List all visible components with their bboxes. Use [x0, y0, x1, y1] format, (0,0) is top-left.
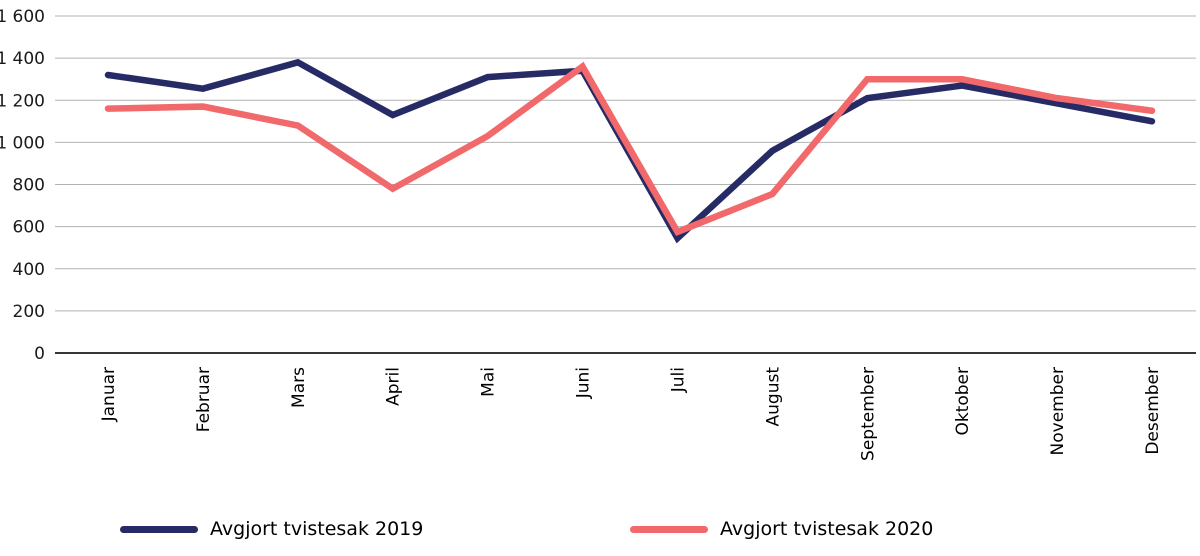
x-tick-label: Oktober [953, 367, 973, 436]
y-tick-label: 1 400 [0, 49, 45, 69]
series-line-2020 [104, 61, 1156, 236]
x-tick-label: September [858, 367, 878, 461]
y-tick-label: 200 [13, 302, 45, 322]
y-tick-label: 1 600 [0, 7, 45, 27]
y-tick-label: 1 200 [0, 91, 45, 111]
x-tick-label: April [384, 367, 404, 406]
y-tick-label: 400 [13, 260, 45, 280]
line-chart: 0 200 400 600 800 1 000 1 200 1 400 1 600 Januar F… [0, 7, 1196, 461]
legend-swatch-2019 [120, 525, 198, 533]
x-tick-label: Juli [668, 367, 688, 393]
x-tick-label: Desember [1143, 367, 1163, 455]
legend-label-2020: Avgjort tvistesak 2020 [720, 518, 934, 540]
legend-item-2020: Avgjort tvistesak 2020 [630, 512, 933, 546]
x-tick-label: Januar [99, 367, 119, 422]
x-tick-label: Februar [194, 367, 214, 432]
legend-label-2019: Avgjort tvistesak 2019 [210, 518, 424, 540]
x-tick-label: November [1048, 367, 1068, 455]
y-tick-label: 800 [13, 176, 45, 196]
y-tick-label: 600 [13, 218, 45, 238]
y-tick-label: 0 [34, 344, 45, 364]
legend-swatch-2020 [630, 525, 708, 533]
x-tick-label: Juni [574, 367, 594, 399]
chart-legend: Avgjort tvistesak 2019 Avgjort tvistesak… [0, 512, 1200, 546]
x-tick-label: Mars [289, 367, 309, 408]
legend-item-2019: Avgjort tvistesak 2019 [120, 512, 423, 546]
y-tick-label: 1 000 [0, 133, 45, 153]
x-tick-label: Mai [479, 367, 499, 397]
x-tick-label: August [763, 367, 783, 427]
